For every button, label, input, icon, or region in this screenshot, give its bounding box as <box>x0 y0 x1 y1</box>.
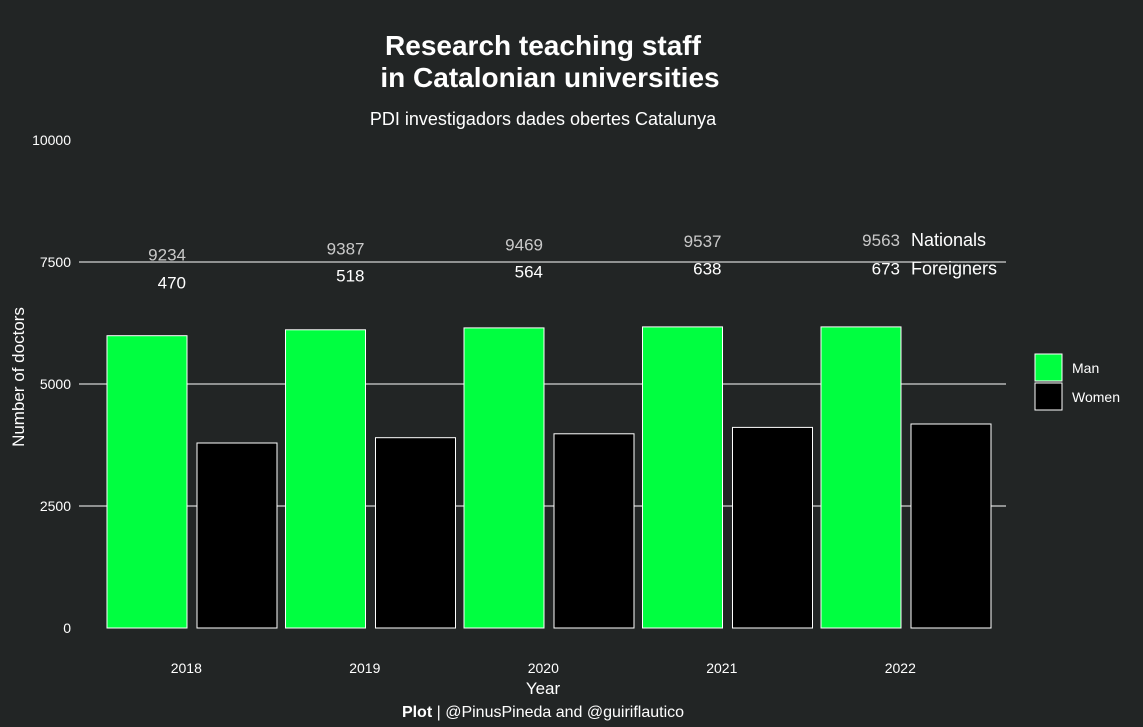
foreigners-value-2021: 638 <box>693 259 721 278</box>
foreigners-value-2020: 564 <box>515 262 543 281</box>
y-axis-title: Number of doctors <box>9 307 28 447</box>
bar-man-2018 <box>106 335 188 629</box>
chart-title-line1: Research teaching staff <box>385 30 702 61</box>
chart-subtitle: PDI investigadors dades obertes Cataluny… <box>370 109 717 129</box>
caption: Plot | @PinusPineda and @guiriflautico <box>402 704 684 721</box>
nationals-value-2019: 9387 <box>327 239 365 258</box>
nationals-label: Nationals <box>911 230 986 250</box>
bar-women-2020 <box>553 433 635 629</box>
nationals-value-2022: 9563 <box>862 231 900 250</box>
x-axis-ticks: 2018 2019 2020 2021 2022 <box>171 660 916 676</box>
foreigners-value-2019: 518 <box>336 267 364 286</box>
nationals-value-2020: 9469 <box>505 235 543 254</box>
nationals-value-2018: 9234 <box>148 246 186 265</box>
bar-women-2019 <box>375 437 456 629</box>
legend: Man Women <box>1034 353 1120 411</box>
bar-man-2019 <box>285 329 366 629</box>
y-tick-label: 10000 <box>32 132 71 148</box>
x-tick-label: 2019 <box>349 660 380 676</box>
foreigners-label: Foreigners <box>911 258 997 278</box>
y-tick-label: 0 <box>63 620 71 636</box>
y-axis-ticks: 0 2500 5000 7500 10000 <box>32 132 71 636</box>
x-axis-title: Year <box>526 679 561 698</box>
bar-man-2022 <box>820 326 902 629</box>
chart-title-line2: in Catalonian universities <box>380 62 719 93</box>
y-tick-label: 5000 <box>40 376 71 392</box>
x-tick-label: 2022 <box>885 660 916 676</box>
legend-label-women: Women <box>1072 389 1120 405</box>
bar-man-2021 <box>642 326 723 629</box>
foreigners-value-2018: 470 <box>158 274 186 293</box>
x-tick-label: 2018 <box>171 660 202 676</box>
bar-women-2018 <box>196 442 278 629</box>
legend-label-man: Man <box>1072 360 1099 376</box>
nationals-value-2021: 9537 <box>684 232 722 251</box>
caption-rest: | @PinusPineda and @guiriflautico <box>432 704 684 721</box>
y-tick-label: 2500 <box>40 498 71 514</box>
annotations: 9234 470 9387 518 9469 564 9537 638 9563 673 Natio… <box>148 230 997 293</box>
legend-swatch-man <box>1034 353 1063 382</box>
bars <box>106 326 992 629</box>
y-tick-label: 7500 <box>40 254 71 270</box>
bar-women-2022 <box>910 423 992 629</box>
x-tick-label: 2020 <box>528 660 559 676</box>
bar-women-2021 <box>732 426 813 629</box>
x-tick-label: 2021 <box>706 660 737 676</box>
foreigners-value-2022: 673 <box>872 259 900 278</box>
legend-swatch-women <box>1034 382 1063 411</box>
caption-bold: Plot <box>402 704 433 721</box>
bar-man-2020 <box>463 327 545 629</box>
